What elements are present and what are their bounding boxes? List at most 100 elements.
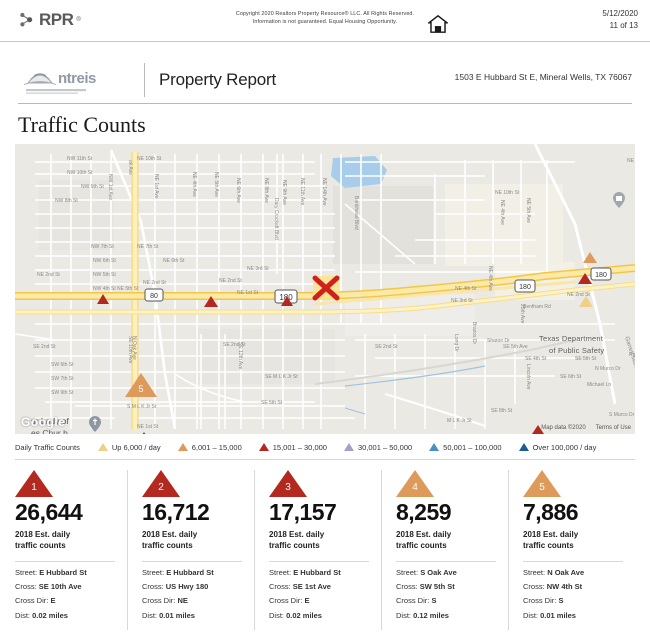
card-cross-dir-label: Cross Dir: [142,596,176,606]
card-cross-label: Cross: [269,582,291,592]
document-meta: 5/12/2020 11 of 13 [602,8,638,32]
svg-text:180: 180 [519,284,531,291]
traffic-count-card: 5 7,886 2018 Est. daily traffic counts S… [509,470,635,630]
card-street-label: Street: [15,567,38,577]
traffic-marker-small-c [578,273,592,284]
card-street-value: S Oak Ave [420,567,457,577]
card-marker-number: 3 [285,482,291,493]
property-address: 1503 E Hubbard St E, Mineral Wells, TX 7… [454,72,632,82]
legend-item-30001-50000: 30,001 – 50,000 [343,443,412,452]
card-traffic-value: 26,644 [15,499,83,525]
card-cross-dir-label: Cross Dir: [396,596,430,606]
copyright-line-2: Information is not guaranteed. Equal Hou… [252,19,398,26]
card-divider [142,560,242,562]
traffic-marker-small-f [204,296,218,307]
legend-item-label: 50,001 – 100,000 [443,442,502,452]
highway-shield-180-far-right: 180 [590,267,612,281]
card-cross-dir-label: Cross Dir: [15,596,49,606]
legend-triangle-icon [429,443,440,451]
card-cross-dir-value: S [431,596,437,606]
card-dist-value: 0.12 miles [413,610,449,620]
map-attribution: Map data ©2020 Terms of Use [541,425,631,431]
legend-triangle-icon [258,443,269,451]
card-subtitle-line-1: 2018 Est. daily [396,530,452,540]
card-dist-label: Dist: [396,610,411,620]
card-cross-row: Cross: SE 1st Ave [269,583,369,591]
card-street-row: Street: E Hubbard St [269,567,369,577]
card-subtitle: 2018 Est. daily traffic counts [15,530,115,552]
ntreis-logo: ntreis [18,63,130,97]
highway-shield-80-left: 80 [144,288,164,302]
card-cross-value: US Hwy 180 [165,582,209,592]
card-marker-triangle [269,470,307,497]
card-divider [269,560,369,562]
card-traffic-value: 16,712 [142,499,210,525]
legend-triangle-icon [97,443,108,451]
card-cross-dir-row: Cross Dir: E [15,597,115,605]
card-cross-dir-value: S [558,596,564,606]
card-cross-row: Cross: US Hwy 180 [142,583,242,591]
traffic-count-card: 3 17,157 2018 Est. daily traffic counts … [255,470,382,630]
card-cross-row: Cross: NW 4th St [523,583,623,591]
ntreis-logo-graphic: ntreis [24,70,97,94]
card-cross-value: SE 10th Ave [38,582,82,592]
terms-of-use-link[interactable]: Terms of Use [595,425,631,431]
traffic-count-cards: 1 26,644 2018 Est. daily traffic counts … [15,470,635,630]
svg-text:180: 180 [595,272,607,279]
copyright-line-1: Copyright 2020 Realtors Property Resourc… [235,11,415,17]
card-dist-row: Dist: 0.12 miles [396,610,496,620]
card-subtitle-line-2: traffic counts [15,541,66,551]
map-canvas[interactable]: 180 80 180 180 [15,144,635,434]
report-date: 5/12/2020 [602,9,638,18]
card-cross-dir-row: Cross Dir: NE [142,597,242,605]
card-divider [523,560,623,562]
legend-item-label: Up 6,000 / day [111,442,161,452]
equal-housing-opportunity-icon [428,15,448,33]
card-traffic-value: 8,259 [396,499,452,525]
card-street-label: Street: [269,567,292,577]
card-marker: 1 [15,470,53,497]
legend-triangle-icon [343,443,354,451]
card-subtitle-line-1: 2018 Est. daily [142,530,198,540]
card-subtitle-line-2: traffic counts [269,541,320,551]
poi-pin-dps-icon [613,192,625,208]
highway-shield-180-right: 180 [514,279,536,293]
card-cross-dir-value: E [50,596,56,606]
traffic-marker-small-a [583,252,597,263]
copyright-notice: Copyright 2020 Realtors Property Resourc… [0,10,650,26]
card-marker: 2 [142,470,180,497]
map-legend: Daily Traffic Counts Up 6,000 / day 6,00… [15,440,635,460]
card-cross-label: Cross: [15,582,37,592]
card-cross-label: Cross: [523,582,545,592]
traffic-counts-map[interactable]: 180 80 180 180 [15,144,635,434]
card-marker-number: 1 [31,482,37,493]
card-dist-value: 0.01 miles [540,610,576,620]
card-traffic-value: 7,886 [523,499,579,525]
page-title: Property Report [159,69,276,89]
google-watermark: Google [21,415,66,429]
legend-item-15001-30000: 15,001 – 30,000 [258,443,327,452]
legend-triangle-icon [518,443,529,451]
subject-property-x-marker [312,275,340,301]
card-dist-value: 0.02 miles [32,610,68,620]
traffic-marker-small-d [281,296,293,306]
card-street-value: N Oak Ave [547,567,585,577]
card-street-label: Street: [396,567,419,577]
card-marker-triangle [15,470,53,497]
legend-triangle-icon [177,443,188,451]
traffic-marker-small-e [97,294,109,304]
card-street-row: Street: E Hubbard St [142,568,242,577]
card-dist-row: Dist: 0.02 miles [15,610,115,620]
card-cross-label: Cross: [396,582,418,592]
card-marker-number: 2 [158,482,164,493]
header-divider [144,62,145,97]
card-dist-value: 0.02 miles [286,610,322,620]
legend-item-over-100000: Over 100,000 / day [518,443,596,452]
legend-item-6001-15000: 6,001 – 15,000 [177,443,242,452]
card-cross-value: SW 5th St [419,582,455,592]
card-street-label: Street: [523,567,546,577]
traffic-count-card: 4 8,259 2018 Est. daily traffic counts S… [382,470,509,630]
card-street-value: E Hubbard St [293,567,341,577]
card-cross-dir-label: Cross Dir: [523,596,557,606]
